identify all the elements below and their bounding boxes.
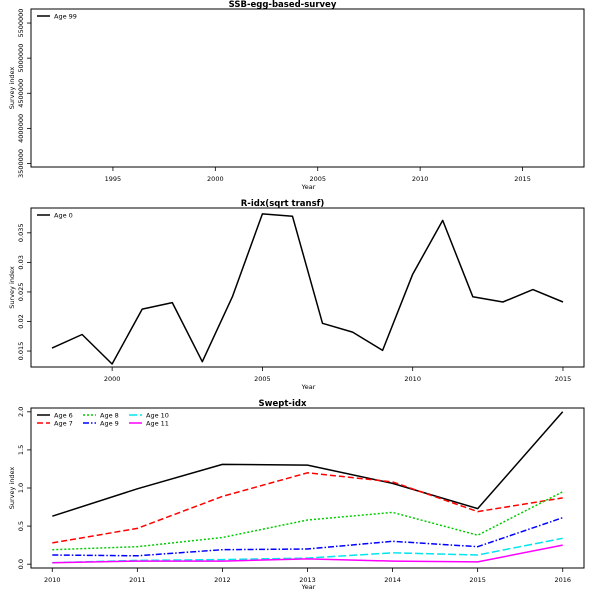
legend-label: Age 10	[146, 411, 169, 419]
x-axis-label: Year	[301, 583, 316, 591]
x-tick-label: 2015	[469, 576, 486, 584]
y-tick-label: 0.02	[17, 314, 25, 328]
y-tick-label: 1.0	[17, 483, 25, 493]
y-axis-label: Survey index	[8, 67, 16, 110]
legend-label: Age 9	[100, 419, 119, 427]
y-tick-label: 4500000	[17, 79, 25, 108]
legend: Age 0	[37, 211, 73, 219]
series-line-age-11	[52, 544, 563, 564]
x-tick-label: 2015	[514, 175, 531, 183]
y-axis-label: Survey index	[8, 467, 16, 510]
series-line-age-9	[52, 516, 563, 557]
series-line-age-6	[52, 411, 564, 517]
x-tick-label: 2014	[384, 576, 401, 584]
legend-label: Age 6	[54, 411, 73, 419]
y-tick-label: 0.5	[17, 521, 25, 531]
plot-frame	[30, 207, 585, 368]
x-tick-label: 2010	[412, 175, 429, 183]
x-tick-label: 2011	[129, 576, 146, 584]
plot-frame	[30, 407, 585, 569]
legend-label: Age 11	[146, 419, 169, 427]
chart-panel-3: Swept-idx 2010 2011 2012 2013 2014 2015 2016 0.0…	[8, 399, 585, 591]
series-line-age-10	[52, 537, 563, 564]
chart-panel-1: SSB-egg-based-survey 1995 2000 2005 2010 2015…	[8, 0, 585, 191]
x-tick-label: 1995	[105, 175, 122, 183]
y-tick-label: 3500000	[17, 149, 25, 178]
x-tick-label: 2005	[309, 175, 326, 183]
y-tick-label: 5000000	[17, 44, 25, 73]
x-tick-label: 2000	[207, 175, 224, 183]
y-tick-label: 0.025	[17, 283, 25, 302]
x-tick-label: 2010	[404, 375, 421, 383]
chart-panel-2: R-idx(sqrt transf) 2000 2005 2010 2015 0.015 0…	[8, 199, 585, 391]
x-tick-label: 2015	[555, 375, 572, 383]
y-tick-label: 0.03	[17, 255, 25, 269]
x-tick-label: 2016	[554, 576, 571, 584]
chart-title: Swept-idx	[259, 399, 307, 409]
legend-label: Age 0	[54, 211, 73, 219]
legend-label: Age 8	[100, 411, 119, 419]
y-tick-label: 0.015	[17, 342, 25, 361]
x-tick-label: 2010	[44, 576, 61, 584]
x-tick-label: 2005	[254, 375, 271, 383]
plot-frame	[30, 8, 585, 168]
x-axis-label: Year	[301, 183, 316, 191]
chart-title: R-idx(sqrt transf)	[241, 199, 325, 209]
y-tick-label: 1.5	[17, 445, 25, 455]
y-tick-label: 4000000	[17, 114, 25, 143]
series-line-age-7	[52, 472, 563, 544]
y-tick-label: 0.0	[17, 559, 25, 569]
y-axis-label: Survey index	[8, 266, 16, 309]
chart-title: SSB-egg-based-survey	[229, 0, 337, 10]
y-tick-label: 2.0	[17, 407, 25, 417]
y-tick-label: 5500000	[17, 9, 25, 38]
legend: Age 99	[37, 12, 77, 20]
x-tick-label: 2013	[299, 576, 316, 584]
legend-label: Age 99	[54, 12, 77, 20]
x-tick-label: 2012	[214, 576, 231, 584]
x-tick-label: 2000	[104, 375, 121, 383]
x-axis-label: Year	[301, 383, 316, 391]
series-line-age-0	[51, 213, 564, 365]
series-line-age-8	[52, 491, 564, 551]
y-tick-label: 0.035	[17, 224, 25, 243]
legend-label: Age 7	[54, 419, 73, 427]
